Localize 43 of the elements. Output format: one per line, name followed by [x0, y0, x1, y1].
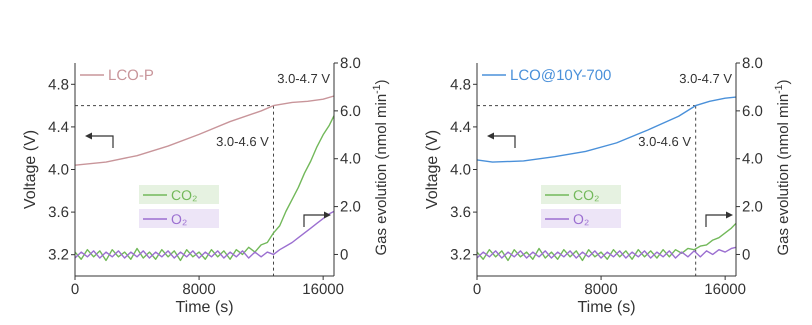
annotation: 3.0-4.7 V	[277, 71, 330, 86]
legend-label: LCO-P	[108, 67, 154, 84]
x-tick-label: 0	[70, 281, 80, 298]
x-axis-title: Time (s)	[175, 299, 234, 316]
legend-label: O₂	[171, 211, 188, 227]
y-axis-title: Voltage (V)	[424, 130, 441, 210]
y2-tick-label: 2.0	[742, 198, 763, 216]
y-axis-title: Voltage (V)	[22, 130, 39, 210]
line-series	[476, 246, 737, 259]
y2-tick-label: 6.0	[742, 102, 763, 120]
legend-label: CO₂	[573, 187, 600, 203]
y-tick-label: 4.0	[450, 162, 471, 178]
annotation: 3.0-4.7 V	[679, 71, 732, 86]
x-tick-label: 16000	[302, 281, 344, 298]
y2-tick-label: 0	[742, 246, 750, 264]
y2-tick-label: 4.0	[340, 150, 361, 168]
legend-label: LCO@10Y-700	[510, 67, 612, 84]
y-tick-label: 4.8	[450, 76, 471, 94]
annotation: 3.0-4.6 V	[638, 134, 692, 150]
y-tick-label: 3.6	[48, 204, 69, 222]
x-axis-title: Time (s)	[577, 299, 636, 316]
x-tick-label: 16000	[704, 281, 746, 298]
y2-tick-label: 8.0	[742, 55, 763, 72]
y-tick-label: 3.2	[48, 246, 69, 264]
y2-tick-label: 6.0	[340, 102, 361, 120]
x-tick-label: 8000	[182, 281, 216, 298]
y2-tick-label: 4.0	[742, 150, 763, 168]
y-tick-label: 4.8	[48, 76, 69, 94]
y-tick-label: 4.4	[450, 118, 471, 136]
y2-tick-label: 2.0	[340, 198, 361, 216]
legend-label: CO₂	[171, 187, 198, 203]
line-series	[74, 210, 335, 259]
legend-label: O₂	[573, 211, 590, 227]
y-tick-label: 3.6	[450, 204, 471, 222]
y-tick-label: 4.4	[48, 118, 69, 136]
y-tick-label: 4.0	[48, 162, 69, 178]
y-tick-label: 3.2	[450, 246, 471, 264]
x-tick-label: 0	[472, 281, 482, 298]
x-tick-label: 8000	[584, 281, 618, 298]
y2-tick-label: 0	[340, 246, 348, 264]
y2-tick-label: 8.0	[340, 55, 361, 72]
line-series	[74, 114, 335, 262]
annotation: 3.0-4.6 V	[216, 134, 270, 150]
